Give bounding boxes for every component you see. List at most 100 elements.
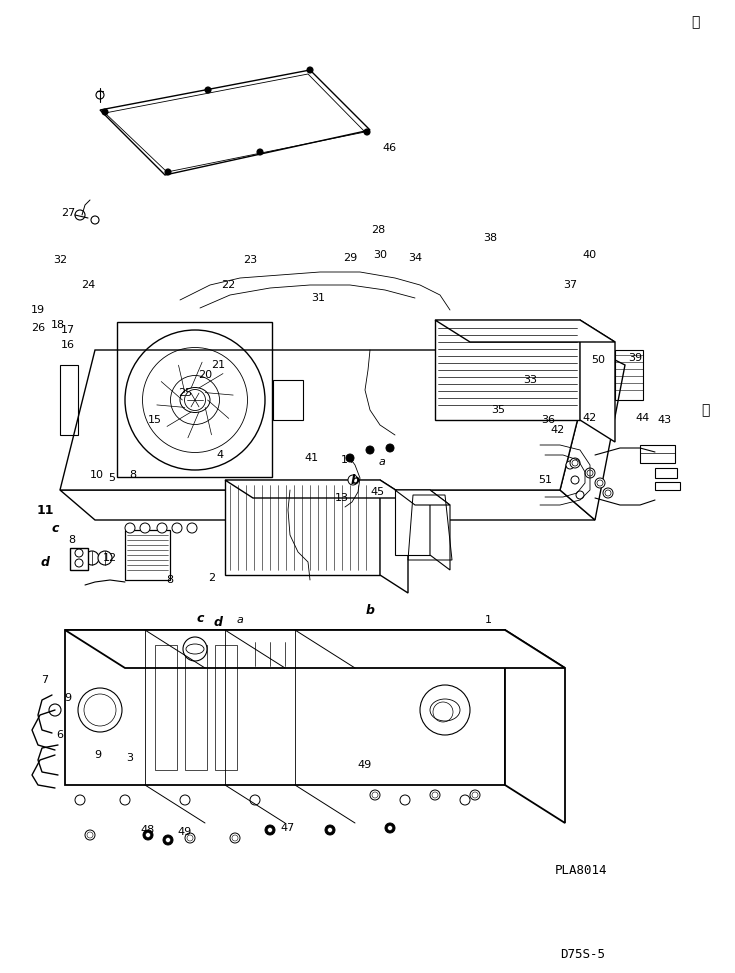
Text: 9: 9 [65,693,71,703]
Circle shape [268,827,273,833]
Polygon shape [380,480,408,593]
Circle shape [370,790,380,800]
Polygon shape [65,630,565,668]
Circle shape [91,216,99,224]
Text: 39: 39 [628,353,642,363]
Text: 21: 21 [211,360,225,370]
Circle shape [385,823,395,833]
Text: 16: 16 [61,340,75,350]
Circle shape [420,685,470,735]
Circle shape [595,478,605,488]
Circle shape [346,454,354,462]
Bar [125,530,170,580]
Circle shape [146,833,151,838]
Circle shape [348,475,358,485]
Polygon shape [225,480,380,575]
Circle shape [187,835,193,841]
Circle shape [75,795,85,805]
Circle shape [184,389,206,411]
Text: 50: 50 [591,355,605,365]
Circle shape [587,470,593,476]
Circle shape [576,491,584,499]
Circle shape [165,838,171,843]
Circle shape [165,169,171,175]
Text: 31: 31 [311,293,325,303]
Polygon shape [435,320,615,342]
Circle shape [143,830,153,840]
Circle shape [386,444,394,452]
Text: 30: 30 [373,250,387,260]
Bar [117,322,272,477]
Text: 27: 27 [61,208,75,218]
Text: D75S-5: D75S-5 [560,949,605,961]
Text: 8: 8 [129,470,137,480]
Bar [185,645,207,770]
Bar [273,380,303,420]
Bar [615,350,643,400]
Text: 40: 40 [583,250,597,260]
Text: 13: 13 [335,493,349,503]
Circle shape [372,792,378,798]
Text: 3: 3 [126,753,134,763]
Circle shape [328,827,332,833]
Circle shape [430,790,440,800]
Circle shape [185,833,195,843]
Text: 20: 20 [198,370,212,380]
Text: c: c [51,522,59,534]
Polygon shape [100,70,370,175]
Text: 9: 9 [94,750,101,760]
Text: 37: 37 [563,280,577,290]
Text: 35: 35 [491,405,505,415]
Bar [70,548,88,570]
Polygon shape [395,490,450,505]
Text: a: a [379,457,385,467]
Text: 5: 5 [109,473,115,483]
Polygon shape [60,350,595,490]
Text: 44: 44 [636,413,650,423]
Text: b: b [365,603,375,617]
Text: 4: 4 [216,450,223,460]
Circle shape [470,790,480,800]
Circle shape [472,792,478,798]
Circle shape [566,461,574,469]
Bar [215,645,237,770]
Circle shape [120,795,130,805]
Polygon shape [505,630,565,823]
Text: 46: 46 [383,143,397,153]
Circle shape [570,458,580,468]
Text: 28: 28 [371,225,385,235]
Circle shape [366,446,374,454]
Circle shape [460,795,470,805]
Text: 34: 34 [408,253,422,263]
Polygon shape [395,490,430,555]
Text: 36: 36 [541,415,555,425]
Circle shape [232,835,238,841]
Text: PLA8014: PLA8014 [555,863,608,877]
Circle shape [140,523,150,533]
Text: d: d [213,616,223,629]
Text: 32: 32 [53,255,67,265]
Text: 1: 1 [484,615,492,625]
Text: 7: 7 [41,675,49,685]
Text: 8: 8 [68,535,76,545]
Circle shape [364,129,370,135]
Text: 17: 17 [61,325,75,335]
Text: 19: 19 [31,305,45,315]
Text: c: c [196,611,204,625]
Polygon shape [430,490,450,570]
Text: 18: 18 [51,320,65,330]
Text: 47: 47 [281,823,295,833]
Text: 48: 48 [141,825,155,835]
Text: d: d [40,556,49,568]
Circle shape [257,149,263,155]
Polygon shape [580,320,615,442]
Text: 12: 12 [103,553,117,563]
Circle shape [157,523,167,533]
Circle shape [250,795,260,805]
Text: 25: 25 [178,388,192,398]
Circle shape [603,488,613,498]
Text: 2: 2 [209,573,215,583]
Circle shape [597,480,603,486]
Text: 33: 33 [523,375,537,385]
Text: 10: 10 [90,470,104,480]
